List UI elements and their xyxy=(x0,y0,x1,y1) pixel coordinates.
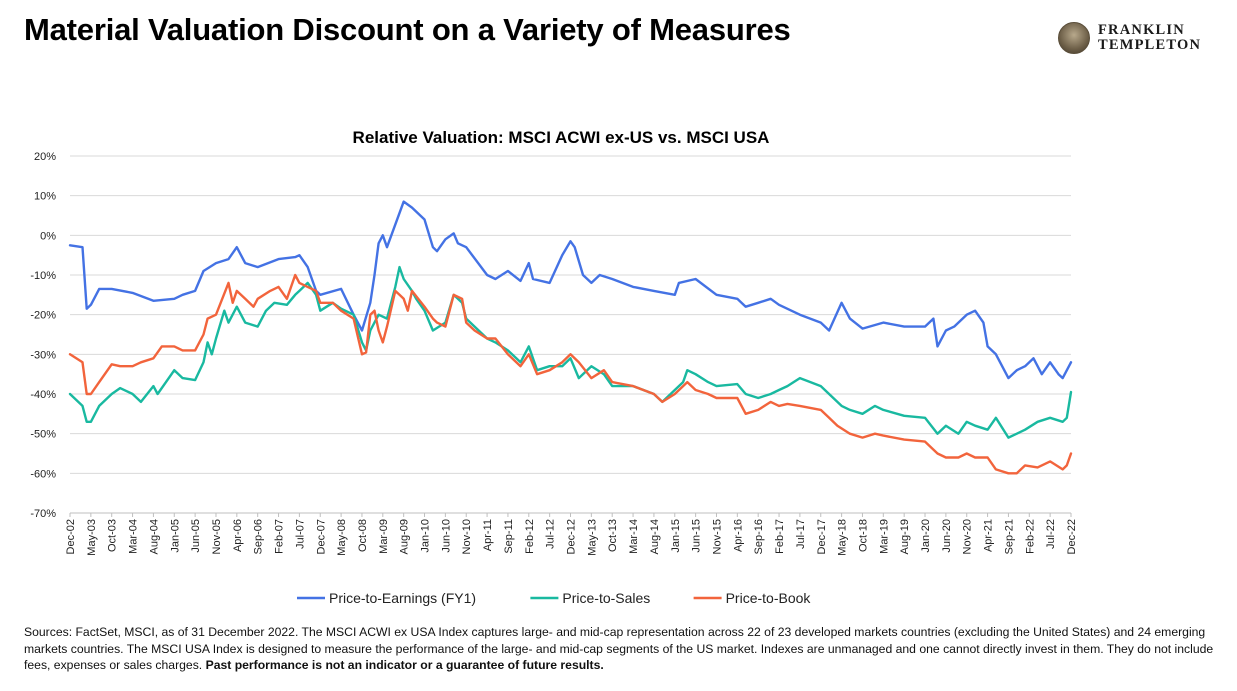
logo-line-1: FRANKLIN xyxy=(1098,22,1185,38)
x-tick-label: Apr-21 xyxy=(983,519,995,552)
y-tick-label: -10% xyxy=(30,270,56,282)
x-tick-label: Nov-10 xyxy=(461,519,473,554)
y-tick-label: -20% xyxy=(30,310,56,322)
x-tick-label: May-03 xyxy=(86,519,98,556)
y-tick-label: -70% xyxy=(30,508,56,520)
x-tick-label: May-13 xyxy=(586,519,598,556)
chart-title: Relative Valuation: MSCI ACWI ex-US vs. … xyxy=(353,128,770,147)
x-tick-label: Jul-22 xyxy=(1045,519,1057,549)
franklin-templeton-logo: FRANKLIN TEMPLETON xyxy=(1058,20,1218,56)
x-tick-label: Mar-19 xyxy=(878,519,890,554)
x-tick-label: Jun-05 xyxy=(190,519,202,553)
x-tick-label: Jul-07 xyxy=(294,519,306,549)
x-tick-label: Aug-19 xyxy=(899,519,911,554)
legend-label: Price-to-Book xyxy=(726,590,812,606)
legend-label: Price-to-Earnings (FY1) xyxy=(329,590,476,606)
portrait-emblem-icon xyxy=(1058,22,1090,54)
logo-line-2: TEMPLETON xyxy=(1098,37,1202,53)
y-tick-label: -60% xyxy=(30,468,56,480)
x-tick-label: Jan-15 xyxy=(670,519,682,553)
sources-footnote: Sources: FactSet, MSCI, as of 31 Decembe… xyxy=(24,624,1219,674)
x-tick-label: Aug-14 xyxy=(649,519,661,554)
x-tick-label: Feb-22 xyxy=(1024,519,1036,554)
x-tick-label: Sep-11 xyxy=(503,519,515,554)
x-tick-label: Jan-05 xyxy=(169,519,181,553)
x-tick-label: Jan-10 xyxy=(420,519,432,553)
x-tick-label: May-18 xyxy=(837,519,849,556)
footnote-disclaimer: Past performance is not an indicator or … xyxy=(205,658,604,672)
x-tick-label: Dec-17 xyxy=(816,519,828,554)
series-line xyxy=(68,265,1073,439)
x-tick-label: Jun-10 xyxy=(440,519,452,553)
y-tick-label: 10% xyxy=(34,191,56,203)
series-line xyxy=(68,200,1073,380)
x-tick-label: Mar-04 xyxy=(128,519,140,554)
x-tick-label: May-08 xyxy=(336,519,348,556)
x-tick-label: Nov-05 xyxy=(211,519,223,554)
x-tick-label: Feb-12 xyxy=(524,519,536,554)
x-tick-label: Nov-20 xyxy=(962,519,974,554)
x-tick-label: Oct-13 xyxy=(607,519,619,552)
footnote-text: Sources: FactSet, MSCI, as of 31 Decembe… xyxy=(24,625,1214,672)
x-tick-label: Dec-02 xyxy=(65,519,77,554)
chart-series xyxy=(68,200,1073,475)
x-tick-label: Sep-06 xyxy=(253,519,265,554)
y-tick-label: -40% xyxy=(30,389,56,401)
line-chart: Relative Valuation: MSCI ACWI ex-US vs. … xyxy=(30,128,1078,606)
x-tick-label: Dec-07 xyxy=(315,519,327,554)
x-tick-label: Nov-15 xyxy=(711,519,723,554)
x-tick-label: Aug-09 xyxy=(399,519,411,554)
x-tick-label: Apr-11 xyxy=(482,519,494,551)
x-tick-label: Feb-07 xyxy=(274,519,286,554)
x-tick-label: Aug-04 xyxy=(148,519,160,554)
y-tick-label: 0% xyxy=(40,230,56,242)
y-axis: 20% 10% 0% -10% -20% -30% -40% -50% -60% -70% xyxy=(30,151,56,520)
page-title: Material Valuation Discount on a Variety… xyxy=(24,12,791,47)
series-line xyxy=(68,273,1073,475)
chart-gridlines xyxy=(70,155,1071,514)
x-tick-label: Mar-14 xyxy=(628,519,640,554)
x-tick-label: Apr-16 xyxy=(732,519,744,552)
x-tick-label: Jan-20 xyxy=(920,519,932,553)
x-tick-label: Sep-16 xyxy=(753,519,765,554)
y-tick-label: -50% xyxy=(30,429,56,441)
x-tick-label: Jul-12 xyxy=(545,519,557,549)
x-tick-label: Oct-18 xyxy=(857,519,869,552)
x-tick-label: Dec-22 xyxy=(1066,519,1078,554)
x-tick-label: Oct-08 xyxy=(357,519,369,552)
x-tick-label: Sep-21 xyxy=(1003,519,1015,554)
x-tick-label: Oct-03 xyxy=(107,519,119,552)
x-tick-label: Apr-06 xyxy=(232,519,244,552)
x-tick-label: Jul-17 xyxy=(795,519,807,549)
x-tick-label: Mar-09 xyxy=(378,519,390,554)
y-tick-label: -30% xyxy=(30,349,56,361)
x-tick-label: Feb-17 xyxy=(774,519,786,554)
chart-legend: Price-to-Earnings (FY1) Price-to-Sales Pri… xyxy=(297,590,811,606)
y-tick-label: 20% xyxy=(34,151,56,163)
x-tick-label: Jun-15 xyxy=(691,519,703,553)
legend-label: Price-to-Sales xyxy=(562,590,650,606)
x-tick-label: Dec-12 xyxy=(566,519,578,554)
x-axis: Dec-02 May-03 Oct-03 Mar-04 Aug-04 Jan-05 Jun-… xyxy=(65,512,1078,556)
x-tick-label: Jun-20 xyxy=(941,519,953,553)
